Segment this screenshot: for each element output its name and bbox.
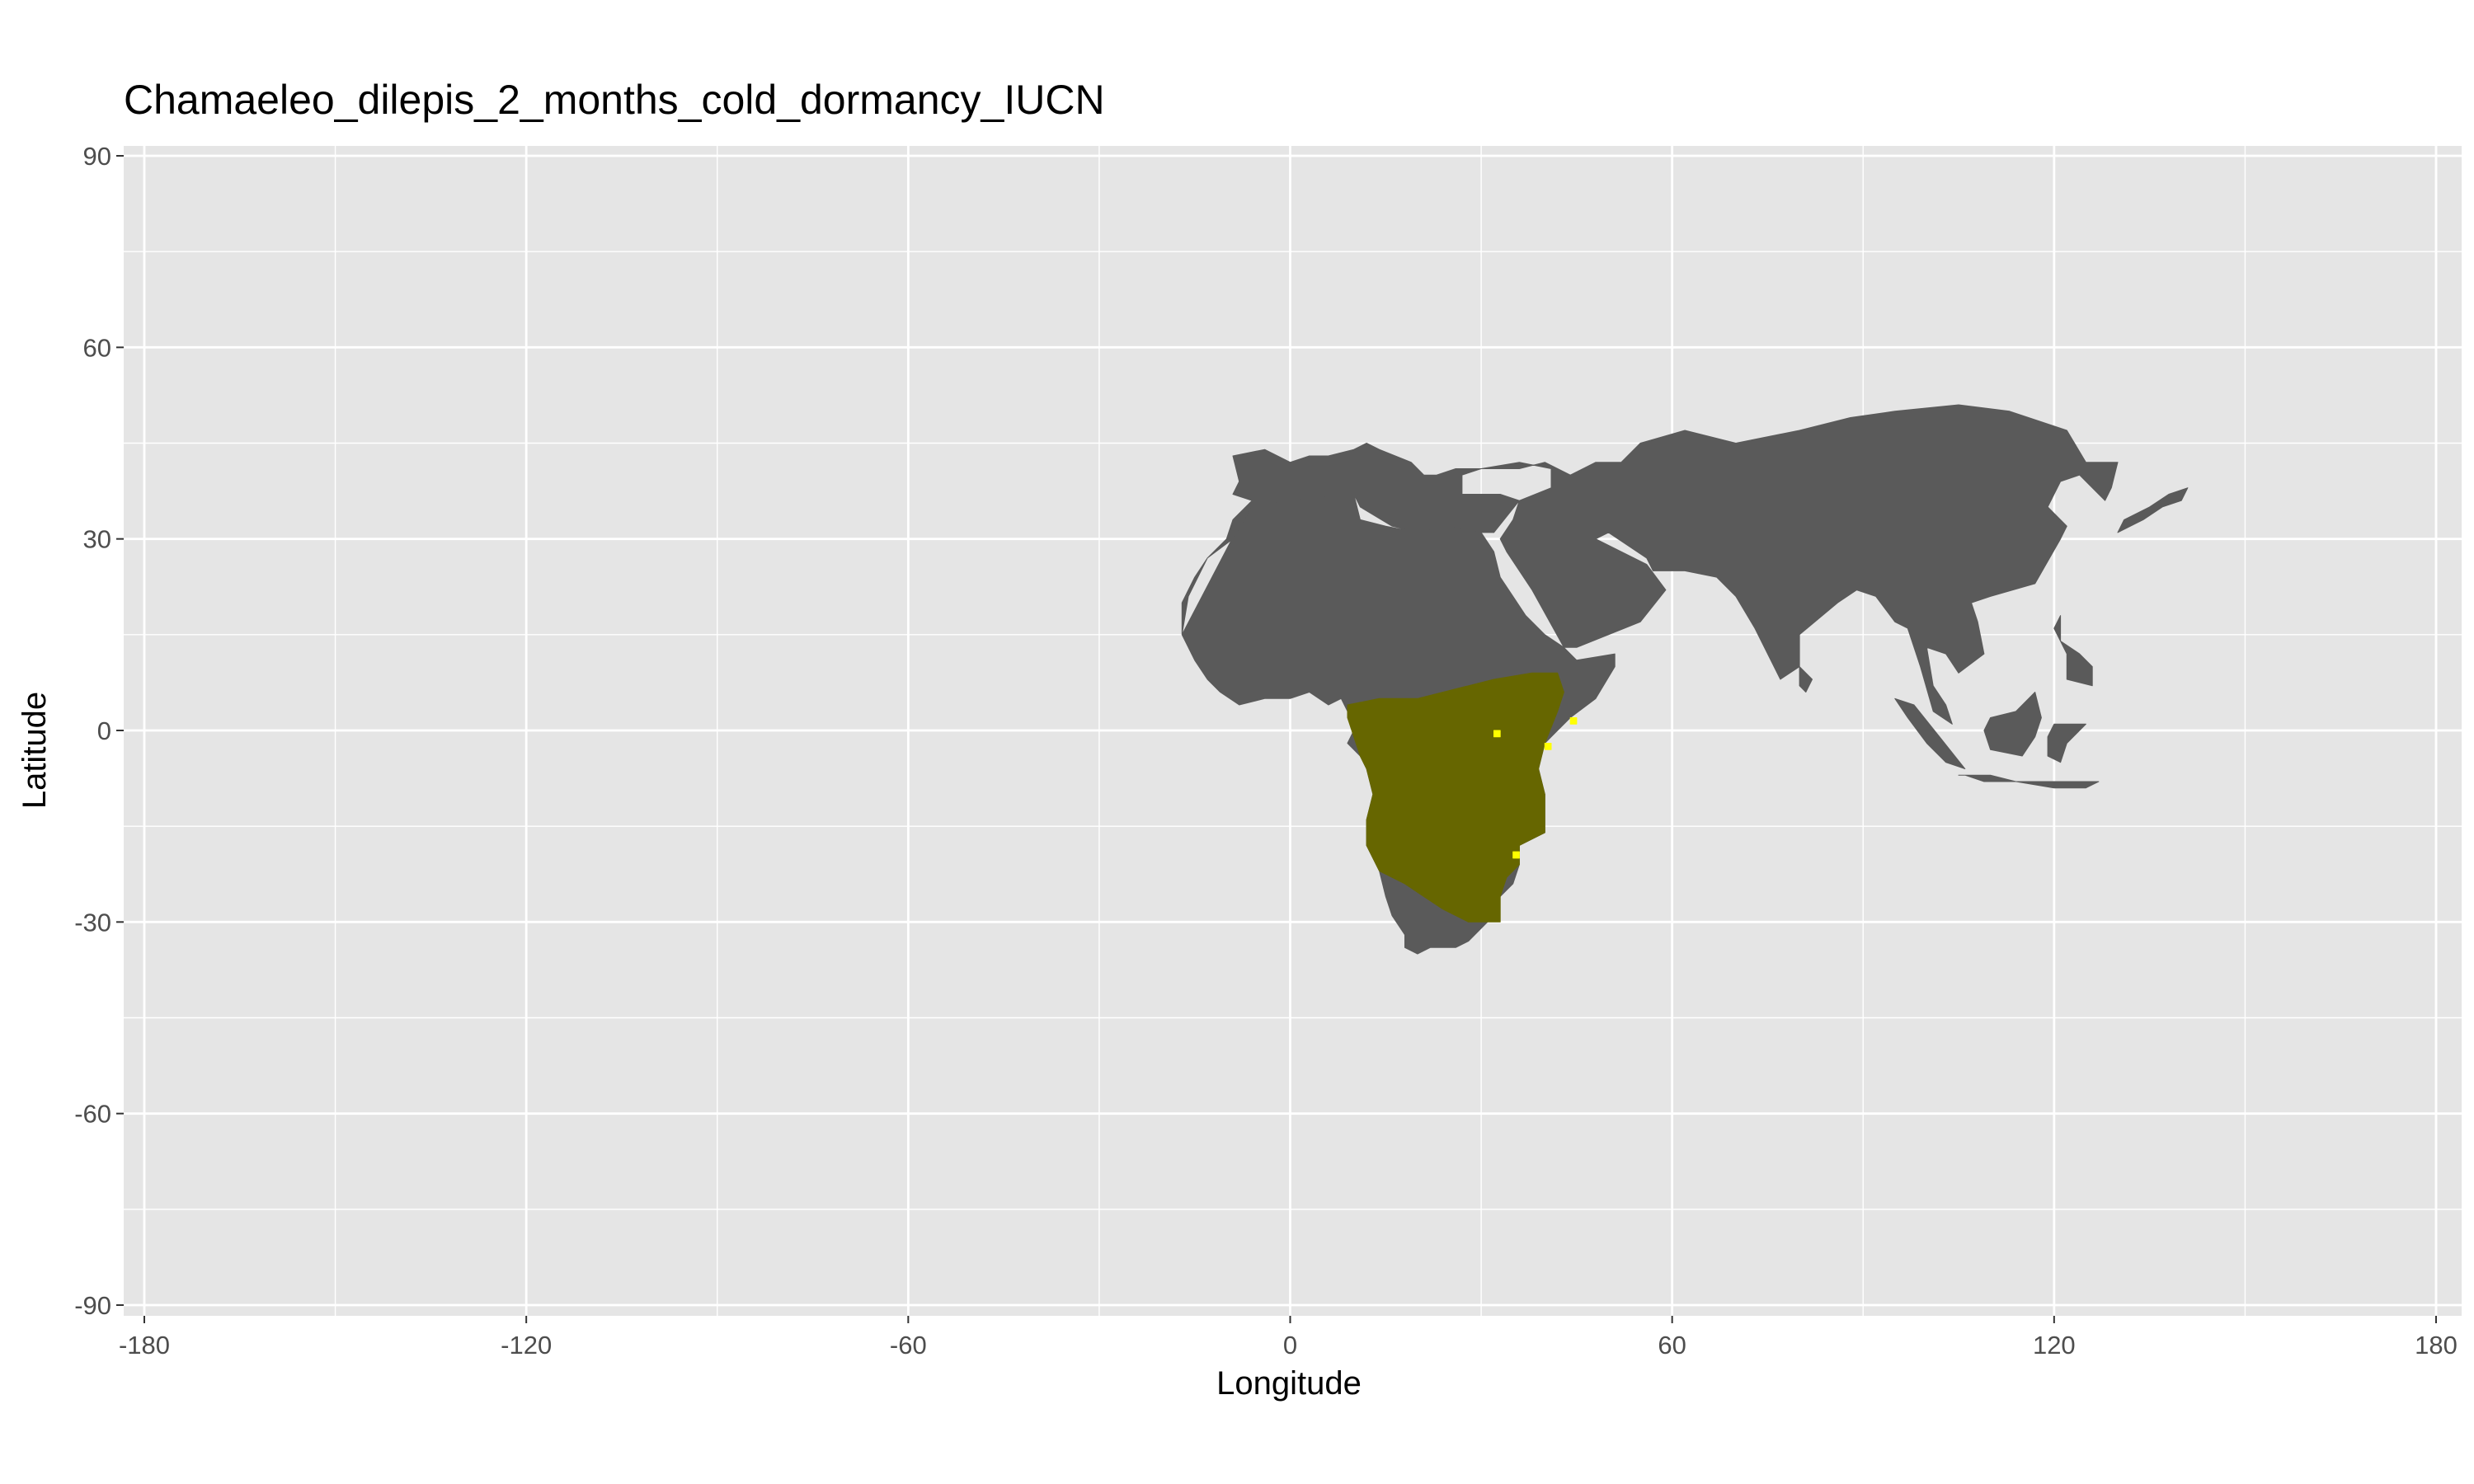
y-tick-label: 30	[83, 525, 111, 554]
land-region	[1958, 774, 2016, 782]
land-region	[1983, 692, 2042, 757]
y-tick-label: 90	[83, 142, 111, 171]
x-tick-label: -120	[501, 1331, 552, 1360]
plot-panel	[124, 146, 2462, 1316]
land-region	[2015, 781, 2100, 789]
x-axis: -180 -120 -60 0 60 120 180	[119, 1316, 2458, 1360]
x-tick-label: -180	[119, 1331, 170, 1360]
y-axis: -90 -60 -30 0 30 60 90	[74, 142, 124, 1320]
y-tick-label: -30	[74, 908, 111, 937]
range_only-region	[1493, 730, 1501, 738]
x-tick-label: 120	[2033, 1331, 2076, 1360]
y-tick-label: -60	[74, 1100, 111, 1129]
land-region	[2053, 615, 2093, 687]
y-tick-label: -90	[74, 1291, 111, 1320]
land-region	[2117, 487, 2189, 533]
range_overlap-region	[1347, 672, 1564, 923]
y-tick-label: 0	[97, 716, 111, 745]
land-region	[2047, 723, 2086, 763]
x-tick-label: 60	[1658, 1331, 1686, 1360]
range_only-region	[1544, 743, 1552, 750]
map-regions	[1181, 404, 2189, 955]
x-tick-label: 180	[2415, 1331, 2458, 1360]
chart-title: Chamaeleo_dilepis_2_months_cold_dormancy…	[124, 77, 1105, 123]
x-axis-label: Longitude	[1216, 1365, 1362, 1402]
y-axis-label: Latitude	[16, 692, 53, 809]
x-tick-label: 0	[1283, 1331, 1297, 1360]
y-tick-label: 60	[83, 333, 111, 362]
range_only-region	[1512, 851, 1520, 859]
land-region	[1894, 697, 1966, 769]
x-tick-label: -60	[890, 1331, 927, 1360]
range_only-region	[1569, 717, 1578, 725]
land-region	[1799, 666, 1813, 693]
